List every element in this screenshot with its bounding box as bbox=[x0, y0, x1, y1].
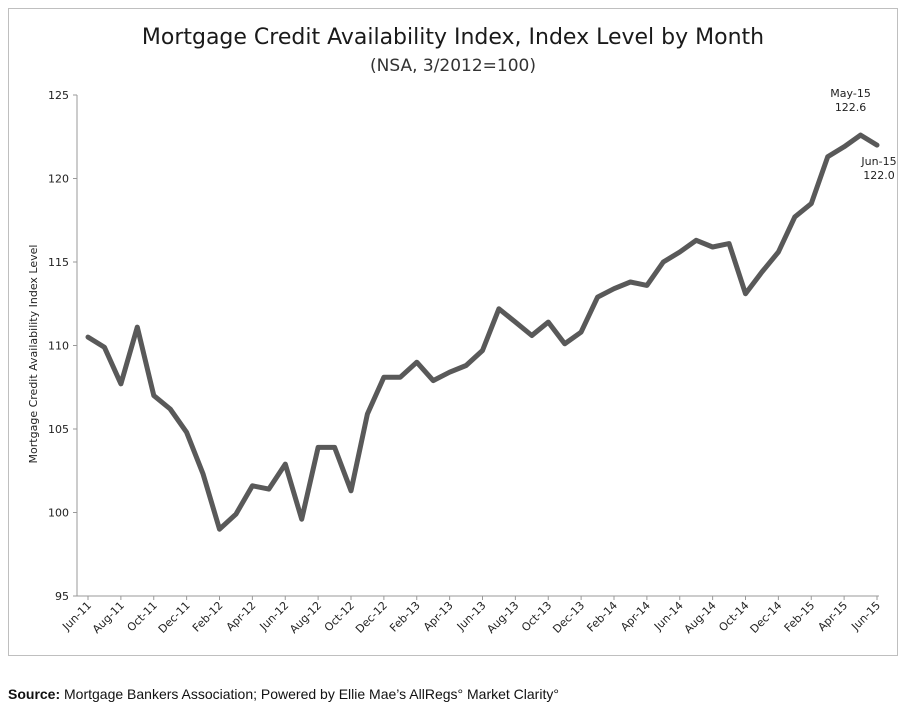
x-tick-label: Oct-14 bbox=[716, 599, 751, 634]
chart-title: Mortgage Credit Availability Index, Inde… bbox=[142, 25, 764, 50]
x-tick-label: Jun-13 bbox=[454, 599, 489, 634]
source-label: Source: bbox=[8, 686, 61, 702]
x-tick-label: Oct-11 bbox=[125, 599, 160, 634]
line-chart: Mortgage Credit Availability Index, Inde… bbox=[27, 25, 897, 636]
source-note: Source: Mortgage Bankers Association; Po… bbox=[8, 686, 559, 702]
x-tick-label: Feb-14 bbox=[584, 599, 620, 635]
series-line bbox=[85, 132, 880, 532]
x-tick-label: Dec-14 bbox=[748, 599, 785, 636]
x-tick-label: Aug-11 bbox=[90, 599, 127, 636]
y-tick-label: 115 bbox=[48, 256, 69, 269]
source-text: Mortgage Bankers Association; Powered by… bbox=[60, 686, 559, 702]
x-tick-label: Jun-14 bbox=[651, 599, 686, 634]
y-tick-label: 125 bbox=[48, 89, 69, 102]
x-tick-label: Aug-13 bbox=[484, 599, 521, 636]
annotation-label: Jun-15 bbox=[860, 155, 896, 168]
y-tick-label: 110 bbox=[48, 340, 69, 353]
annotation-value: 122.0 bbox=[863, 169, 895, 182]
series-layer bbox=[85, 132, 880, 532]
x-tick-label: Apr-13 bbox=[421, 599, 456, 634]
x-tick-label: Feb-13 bbox=[387, 599, 423, 635]
x-tick-label: Feb-12 bbox=[190, 599, 226, 635]
y-tick-label: 120 bbox=[48, 173, 69, 186]
y-tick-label: 105 bbox=[48, 423, 69, 436]
annotation-label: May-15 bbox=[830, 87, 871, 100]
x-tick-label: Aug-14 bbox=[682, 599, 719, 636]
chart-subtitle: (NSA, 3/2012=100) bbox=[370, 56, 536, 76]
x-ticks: Jun-11Aug-11Oct-11Dec-11Feb-12Apr-12Jun-… bbox=[59, 596, 883, 636]
x-tick-label: Oct-12 bbox=[322, 599, 357, 634]
x-tick-label: Dec-12 bbox=[353, 599, 390, 636]
x-tick-label: Jun-15 bbox=[848, 599, 883, 634]
x-tick-label: Jun-11 bbox=[59, 599, 94, 634]
chart-frame: Mortgage Credit Availability Index, Inde… bbox=[8, 8, 898, 656]
annotation-value: 122.6 bbox=[835, 101, 867, 114]
y-ticks: 95 100 105 110 115 120 125 bbox=[48, 89, 77, 603]
y-tick-label: 95 bbox=[55, 590, 69, 603]
x-tick-label: Jun-12 bbox=[257, 599, 292, 634]
x-tick-label: Dec-11 bbox=[156, 599, 193, 636]
y-tick-label: 100 bbox=[48, 507, 69, 520]
x-tick-label: Aug-12 bbox=[287, 599, 324, 636]
x-tick-label: Oct-13 bbox=[519, 599, 554, 634]
x-tick-label: Apr-14 bbox=[618, 599, 653, 634]
y-axis-label: Mortgage Credit Availability Index Level bbox=[27, 245, 40, 464]
x-tick-label: Apr-12 bbox=[224, 599, 259, 634]
x-tick-label: Apr-15 bbox=[815, 599, 850, 634]
x-tick-label: Dec-13 bbox=[550, 599, 587, 636]
x-tick-label: Feb-15 bbox=[782, 599, 818, 635]
